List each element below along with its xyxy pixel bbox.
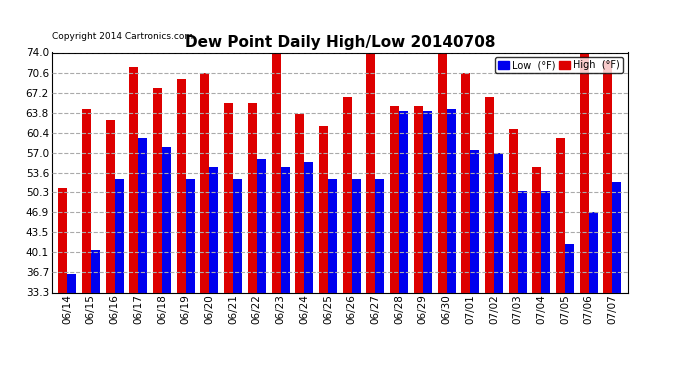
Bar [58,188,67,292]
Title: Dew Point Daily High/Low 20140708: Dew Point Daily High/Low 20140708 [184,35,495,50]
Bar [446,108,455,292]
Bar [509,129,518,292]
Bar [343,97,352,292]
Bar [233,179,242,292]
Bar [485,97,494,292]
Bar [390,106,399,292]
Bar [437,50,446,292]
Bar [281,168,290,292]
Bar [589,212,598,292]
Text: Copyright 2014 Cartronics.com: Copyright 2014 Cartronics.com [52,32,193,41]
Bar [542,191,551,292]
Bar [186,179,195,292]
Bar [138,138,147,292]
Bar [82,108,91,292]
Bar [304,162,313,292]
Bar [91,250,100,292]
Legend: Low  (°F), High  (°F): Low (°F), High (°F) [495,57,623,73]
Bar [494,153,503,292]
Bar [518,191,526,292]
Bar [129,67,138,292]
Bar [272,53,281,292]
Bar [613,182,622,292]
Bar [375,179,384,292]
Bar [257,159,266,292]
Bar [67,274,76,292]
Bar [319,126,328,292]
Bar [162,147,171,292]
Bar [153,88,162,292]
Bar [470,150,480,292]
Bar [580,53,589,292]
Bar [224,103,233,292]
Bar [414,106,423,292]
Bar [295,114,304,292]
Bar [210,168,219,292]
Bar [366,53,375,292]
Bar [533,168,542,292]
Bar [399,111,408,292]
Bar [565,244,574,292]
Bar [604,62,613,292]
Bar [115,179,124,292]
Bar [177,79,186,292]
Bar [328,179,337,292]
Bar [423,111,432,292]
Bar [200,73,210,292]
Bar [106,120,115,292]
Bar [461,73,470,292]
Bar [556,138,565,292]
Bar [352,179,361,292]
Bar [248,103,257,292]
